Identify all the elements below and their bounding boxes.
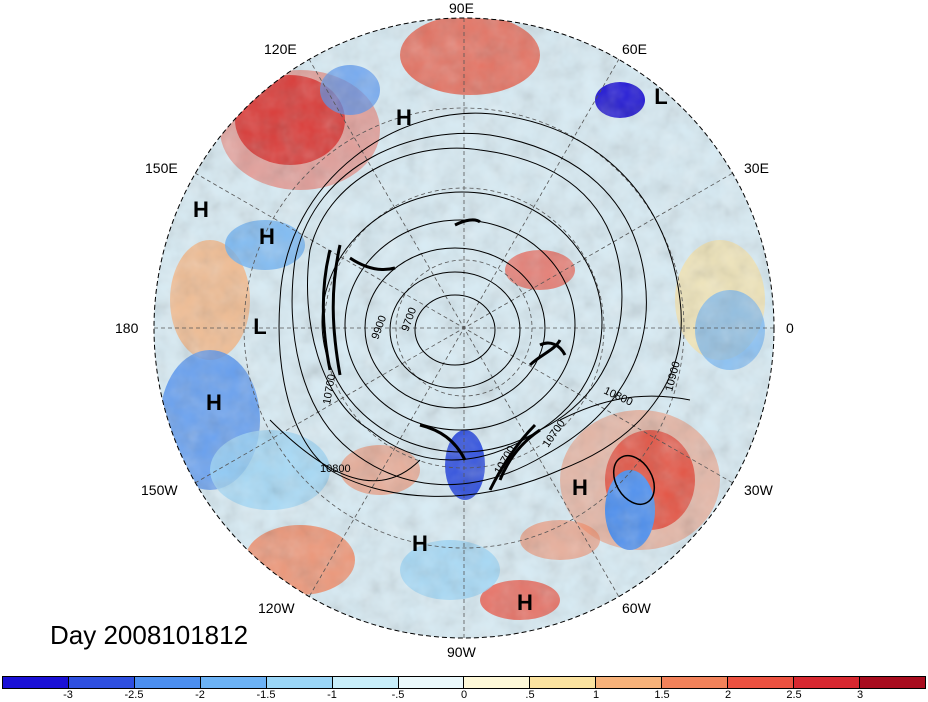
- pressure-system-high: H: [412, 531, 428, 556]
- colorbar-tick-label: 0: [460, 689, 468, 701]
- colorbar-tick-label: 1: [592, 689, 600, 701]
- colorbar-swatch: [859, 677, 925, 688]
- colorbar-tick-label: -1: [327, 689, 337, 701]
- colorbar-tick-label: .5: [525, 689, 535, 701]
- colorbar-swatch: [332, 677, 399, 688]
- lon-label-60w: 60W: [622, 600, 651, 616]
- lon-label-120e: 120E: [264, 41, 297, 57]
- anomaly-outline: [612, 455, 656, 505]
- jet-streaks: [321, 218, 567, 491]
- pressure-system-high: H: [206, 390, 222, 415]
- pressure-system-high: H: [396, 105, 412, 130]
- lon-label-180: 180: [115, 320, 139, 336]
- lon-label-30w: 30W: [744, 482, 773, 498]
- colorbar-swatch: [398, 677, 465, 688]
- pressure-system-high: H: [259, 224, 275, 249]
- colorbar-swatch: [662, 677, 729, 688]
- colorbar-swatch: [464, 677, 531, 688]
- colorbar-tick-label: -2: [195, 689, 205, 701]
- pressure-system-high: H: [572, 475, 588, 500]
- colorbar-swatch: [266, 677, 333, 688]
- colorbar-tick-label: -1.5: [256, 689, 276, 701]
- colorbar-tick-label: -.5: [391, 689, 405, 701]
- lat-lon-grid: [154, 18, 774, 638]
- colorbar-swatch: [728, 677, 795, 688]
- lon-label-150w: 150W: [141, 482, 178, 498]
- colorbar-swatch: [200, 677, 267, 688]
- lon-label-150e: 150E: [145, 160, 178, 176]
- pressure-system-high: H: [193, 197, 209, 222]
- date-title: Day 2008101812: [50, 620, 249, 650]
- colorbar-tick-label: -3: [63, 689, 73, 701]
- height-contours: [269, 112, 691, 497]
- colorbar-tick-label: 3: [856, 689, 864, 701]
- pressure-system-low: L: [654, 84, 668, 109]
- lon-label-120w: 120W: [258, 600, 295, 616]
- map-boundary: [153, 17, 775, 639]
- colorbar-swatch: [134, 677, 201, 688]
- colorbar-swatch: [596, 677, 663, 688]
- pressure-system-high: H: [517, 590, 533, 615]
- contour-label: 10800: [320, 463, 351, 475]
- colorbar-tick-label: 2: [724, 689, 732, 701]
- pressure-system-low: L: [253, 314, 267, 339]
- lon-label-0: 0: [786, 320, 794, 336]
- lon-label-90e: 90E: [449, 0, 474, 16]
- lon-label-90w: 90W: [447, 644, 476, 660]
- colorbar-swatch: [68, 677, 135, 688]
- contour-label: 10700: [321, 373, 338, 405]
- colorbar-tick-label: 2.5: [786, 689, 802, 701]
- lon-label-60e: 60E: [622, 41, 647, 57]
- colorbar: [2, 676, 926, 689]
- lon-label-30e: 30E: [744, 160, 769, 176]
- colorbar-tick-label: 1.5: [654, 689, 670, 701]
- colorbar-swatch: [794, 677, 860, 688]
- colorbar-swatch: [3, 677, 69, 688]
- colorbar-tick-label: -2.5: [124, 689, 144, 701]
- colorbar-swatch: [530, 677, 597, 688]
